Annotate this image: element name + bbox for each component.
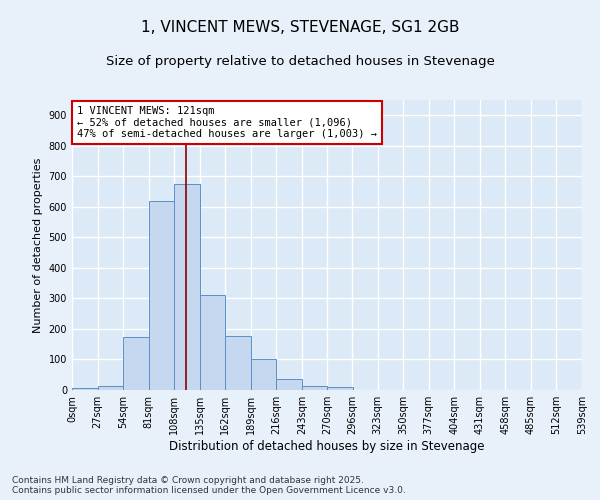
Y-axis label: Number of detached properties: Number of detached properties (33, 158, 43, 332)
Bar (174, 184, 200, 390)
Bar (225, 336, 251, 390)
Bar (302, 386, 328, 390)
Bar (328, 387, 353, 390)
Bar (277, 378, 302, 390)
Bar (251, 360, 277, 390)
Bar (200, 296, 225, 390)
Text: 1, VINCENT MEWS, STEVENAGE, SG1 2GB: 1, VINCENT MEWS, STEVENAGE, SG1 2GB (141, 20, 459, 35)
Bar (149, 202, 174, 390)
Bar (72, 388, 98, 390)
Bar (98, 386, 123, 390)
X-axis label: Distribution of detached houses by size in Stevenage: Distribution of detached houses by size … (169, 440, 485, 453)
Text: 1 VINCENT MEWS: 121sqm
← 52% of detached houses are smaller (1,096)
47% of semi-: 1 VINCENT MEWS: 121sqm ← 52% of detached… (77, 106, 377, 139)
Text: Contains HM Land Registry data © Crown copyright and database right 2025.
Contai: Contains HM Land Registry data © Crown c… (12, 476, 406, 495)
Text: Size of property relative to detached houses in Stevenage: Size of property relative to detached ho… (106, 55, 494, 68)
Bar (123, 336, 149, 390)
